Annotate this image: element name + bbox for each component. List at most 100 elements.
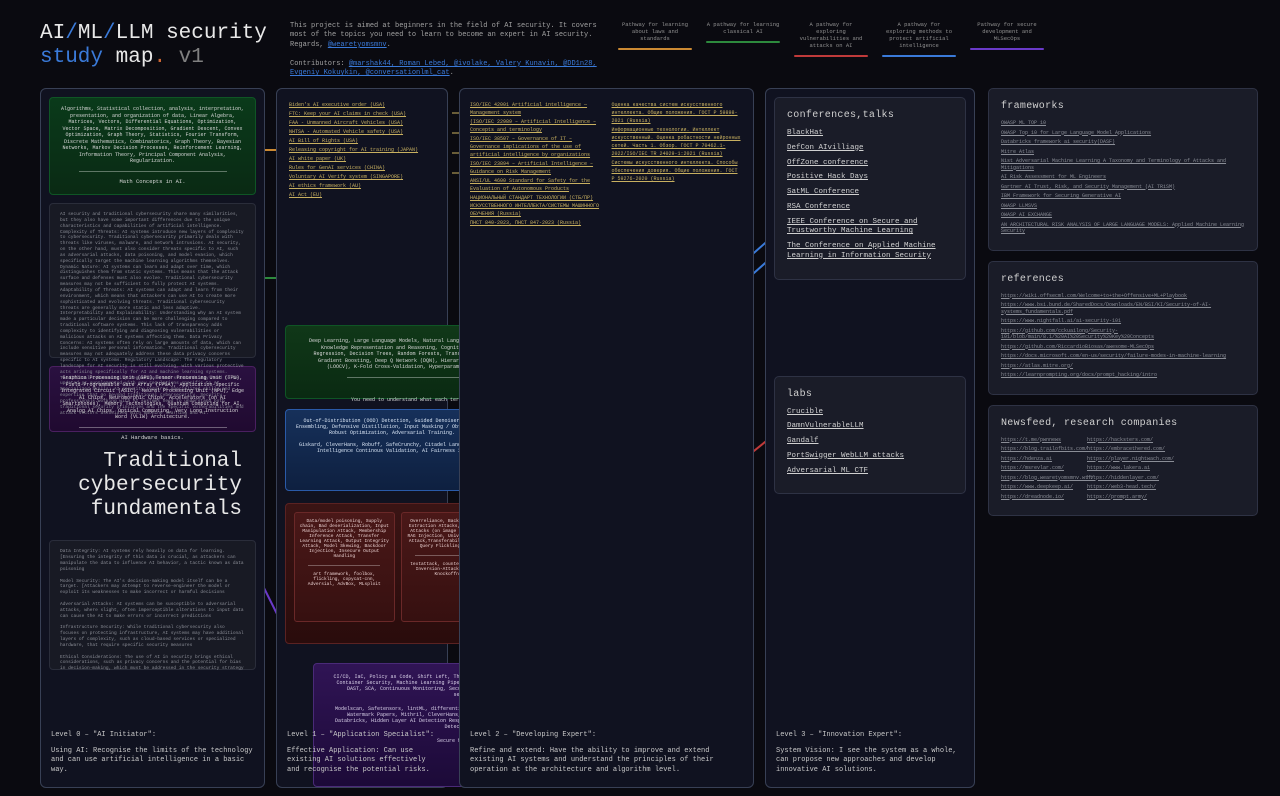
legend-item: Pathway for learning about laws and stan…	[618, 22, 692, 50]
link-item[interactable]: Voluntary AI Verify system (SINGAPORE)	[289, 173, 435, 181]
page-title: AI/ML/LLM security study map. v1	[40, 22, 290, 79]
panel-link[interactable]: https://hiddenlayer.com/	[1087, 475, 1165, 482]
link-item[interactable]: AI ethics framework (AU)	[289, 182, 435, 190]
labs-list: Crucible DamnVulnerableLLM Gandalf PortSwig…	[787, 408, 953, 477]
panel-link[interactable]: OWASP Top 10 for Large Language Model Ap…	[1001, 130, 1245, 137]
sidebar: frameworks OWASP ML TOP 10OWASP Top 10 f…	[988, 88, 1258, 526]
legend-item: A pathway for exploring methods to prote…	[882, 22, 956, 57]
legend: Pathway for learning about laws and stan…	[618, 22, 1044, 79]
panel-link[interactable]: https://blog.wearetyomsmnv.wtf/	[1001, 475, 1079, 482]
panel-link[interactable]: PortSwigger WebLLM attacks	[787, 452, 953, 462]
panel-link[interactable]: https://embracethered.com/	[1087, 446, 1165, 453]
conferences-list: BlackHat DefCon AIvilliage OffZone confere…	[787, 129, 953, 262]
link-item[interactable]: AI Bill of Rights (USA)	[289, 137, 435, 145]
panel-link[interactable]: https://learnprompting.org/docs/prompt_h…	[1001, 372, 1245, 379]
link-item[interactable]: Biden's AI executive order (USA)	[289, 101, 435, 109]
panel-link[interactable]: RSA Conference	[787, 203, 953, 213]
link-item[interactable]: Системы искусственного интеллекта. Спосо…	[612, 159, 744, 183]
intro-text: This project is aimed at beginners in th…	[290, 22, 600, 79]
level-3-column: conferences,talks BlackHatDefCon AIvilli…	[765, 88, 975, 788]
link-item[interactable]: ISO/IEC 38507 – Governance of IT – Gover…	[470, 135, 602, 159]
panel-link[interactable]: Crucible	[787, 408, 953, 418]
panel-link[interactable]: AI Risk Assessment for ML Engineers	[1001, 174, 1245, 181]
link-item[interactable]: ISO/IEC 23894 – Artificial Intelligence …	[470, 160, 602, 176]
link-item[interactable]: (ISO/IEC 22989 – Artificial Intelligence…	[470, 118, 602, 134]
panel-link[interactable]: Gartner AI Trust, Risk, and Security Man…	[1001, 184, 1245, 191]
panel-link[interactable]: OWASP LLMSVS	[1001, 203, 1245, 210]
panel-link[interactable]: https://wiki.offsecml.com/Welcome+to+the…	[1001, 293, 1245, 300]
standards-list-left: ISO/IEC 42001 Artificial intelligence — …	[470, 101, 602, 211]
panel-link[interactable]: https://dreadnode.io/	[1001, 494, 1079, 501]
legend-item: Pathway for secure development and MLSec…	[970, 22, 1044, 50]
link-item[interactable]: Rules for GenAI services (CHINA)	[289, 164, 435, 172]
legend-item: A pathway for exploring vulnerabilities …	[794, 22, 868, 57]
attack-box: Data/model poisoning, Supply chain, Bad …	[294, 512, 395, 622]
panel-link[interactable]: https://atlas.mitre.org/	[1001, 363, 1245, 370]
panel-link[interactable]: Positive Hack Days	[787, 173, 953, 183]
level-0-footer: Level 0 – "AI Initiator": Using AI: Reco…	[51, 731, 254, 775]
link-item[interactable]: ANSI/UL 4600 Standard for Safety for the…	[470, 177, 602, 193]
link-item[interactable]: Информационные технологии. Интеллект иск…	[612, 126, 744, 158]
header: AI/ML/LLM security study map. v1 This pr…	[40, 22, 1250, 79]
panel-link[interactable]: https://www.nightfall.ai/ai-security-101	[1001, 318, 1245, 325]
link-item[interactable]: НАЦИОНАЛЬНЫЙ СТАНДАРТ ТЕХНОЛОГИИ (СТБ/ПР…	[470, 194, 602, 218]
newsfeed-list: https://t.me/pwnnews https://hacksters.co…	[1001, 437, 1245, 504]
level-1-footer: Level 1 – "Application Specialist": Effe…	[287, 731, 437, 775]
panel-link[interactable]: https://blog.trailofbits.com/	[1001, 446, 1079, 453]
link-item[interactable]: Releasing copyright for AI training (JAP…	[289, 146, 435, 154]
newsfeed-panel: Newsfeed, research companies https://t.m…	[988, 405, 1258, 517]
panel-link[interactable]: Mitre Atlas	[1001, 149, 1245, 156]
panel-link[interactable]: https://player.nightwach.com/	[1087, 456, 1165, 463]
link-item[interactable]: ISO/IEC 42001 Artificial intelligence — …	[470, 101, 602, 117]
frameworks-panel: frameworks OWASP ML TOP 10OWASP Top 10 f…	[988, 88, 1258, 251]
panel-link[interactable]: IBM Framework for Securing Generative AI	[1001, 193, 1245, 200]
link-item[interactable]: NHTSA - Automated Vehicle safety (USA)	[289, 128, 435, 136]
panel-link[interactable]: DamnVulnerableLLM	[787, 422, 953, 432]
panel-link[interactable]: https://prompt.army/	[1087, 494, 1165, 501]
regulations-list: Biden's AI executive order (USA)FTC: Kee…	[289, 101, 435, 213]
panel-link[interactable]: https://github.com/cckuailong/Security-1…	[1001, 328, 1245, 341]
level-2-footer: Level 2 – "Developing Expert": Refine an…	[470, 731, 743, 775]
legend-item: A pathway for learning classical AI	[706, 22, 780, 43]
level-3-footer: Level 3 – "Innovation Expert": System Vi…	[776, 731, 964, 775]
panel-link[interactable]: OffZone conference	[787, 159, 953, 169]
panel-link[interactable]: https://www.bsi.bund.de/SharedDocs/Downl…	[1001, 302, 1245, 315]
panel-link[interactable]: https://hacksters.com/	[1087, 437, 1165, 444]
level-2-column: ISO/IEC 42001 Artificial intelligence — …	[459, 88, 754, 788]
link-item[interactable]: ПНСТ 840-2023, ПНСТ 847-2023 (Russia)	[470, 219, 602, 227]
panel-link[interactable]: https://github.com/RiccardioBiosas/aweso…	[1001, 344, 1245, 351]
panel-link[interactable]: The Conference on Applied Machine Learni…	[787, 242, 953, 262]
panel-link[interactable]: IEEE Conference on Secure and Trustworth…	[787, 218, 953, 238]
ai-vs-traditional-box: AI security and traditional cybersecurit…	[49, 203, 256, 358]
panel-link[interactable]: https://www.lakera.ai	[1087, 465, 1165, 472]
panel-link[interactable]: https://www.deepkeep.ai/	[1001, 484, 1079, 491]
panel-link[interactable]: OWASP AI EXCHANGE	[1001, 212, 1245, 219]
panel-link[interactable]: https://hdenza.ai	[1001, 456, 1079, 463]
math-concepts-box: Algorithms, Statistical collection, anal…	[49, 97, 256, 195]
panel-link[interactable]: Databricks framework ai security(DASF)	[1001, 139, 1245, 146]
panel-link[interactable]: Nist Adversarial Machine Learning A Taxo…	[1001, 158, 1245, 171]
panel-link[interactable]: https://t.me/pwnnews	[1001, 437, 1079, 444]
panel-link[interactable]: https://web3-head.tech/	[1087, 484, 1165, 491]
panel-link[interactable]: DefCon AIvilliage	[787, 144, 953, 154]
panel-link[interactable]: https://msrevlar.com/	[1001, 465, 1079, 472]
panel-link[interactable]: Adversarial ML CTF	[787, 467, 953, 477]
link-item[interactable]: FAA - Unmanned Aircraft Vehicles (USA)	[289, 119, 435, 127]
link-item[interactable]: FTC: Keep your AI claims in check (USA)	[289, 110, 435, 118]
references-list: https://wiki.offsecml.com/Welcome+to+the…	[1001, 293, 1245, 379]
panel-link[interactable]: OWASP ML TOP 10	[1001, 120, 1245, 127]
traditional-cybersecurity-heading: Traditional cybersecurity fundamentals	[49, 450, 256, 522]
panel-link[interactable]: Gandalf	[787, 437, 953, 447]
panel-link[interactable]: https://docs.microsoft.com/en-us/securit…	[1001, 353, 1245, 360]
standards-list-right: Оценка качества систем искусственного ин…	[612, 101, 744, 211]
conferences-panel: conferences,talks BlackHatDefCon AIvilli…	[774, 97, 966, 280]
link-item[interactable]: Оценка качества систем искусственного ин…	[612, 101, 744, 125]
link-item[interactable]: AI white paper (UK)	[289, 155, 435, 163]
labs-panel: labs CrucibleDamnVulnerableLLMGandalfPor…	[774, 376, 966, 495]
link-item[interactable]: AI Act (EU)	[289, 191, 435, 199]
panel-link[interactable]: SatML Conference	[787, 188, 953, 198]
level-1-column: Biden's AI executive order (USA)FTC: Kee…	[276, 88, 448, 788]
panel-link[interactable]: BlackHat	[787, 129, 953, 139]
panel-link[interactable]: AN ARCHITECTURAL RISK ANALYSIS OF LARGE …	[1001, 222, 1245, 235]
references-panel: references https://wiki.offsecml.com/Wel…	[988, 261, 1258, 395]
